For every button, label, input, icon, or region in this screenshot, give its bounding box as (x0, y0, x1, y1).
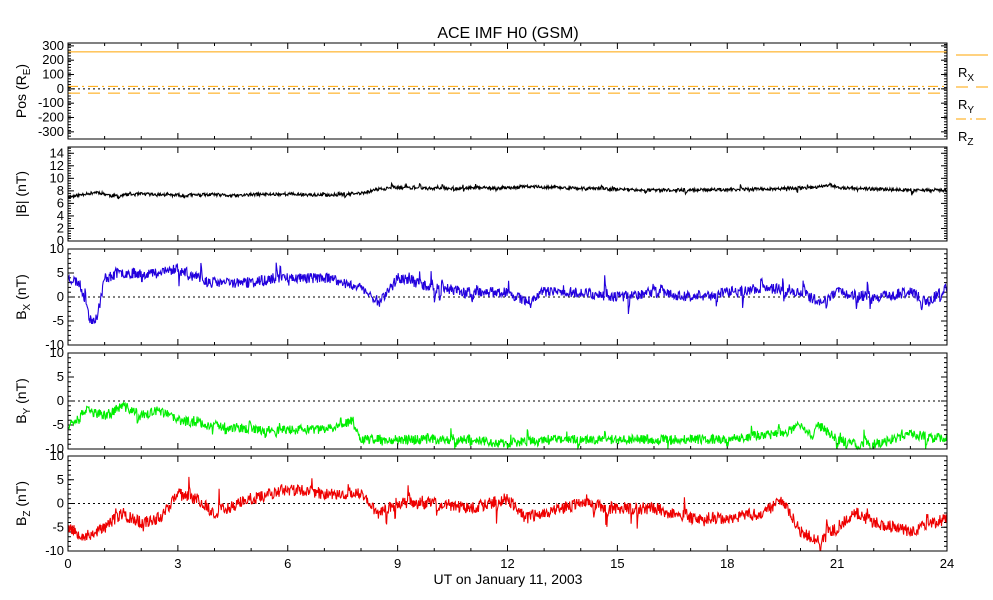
y-axis-label-main: B (13, 310, 29, 319)
panel-frame (67, 352, 948, 450)
y-tick-label: 10 (50, 241, 64, 256)
y-tick-label: 5 (57, 472, 64, 487)
y-axis-label-tail: (nT) (13, 274, 29, 304)
panel-frame (67, 455, 948, 552)
legend-label: RX (958, 65, 974, 84)
legend-label-main: R (958, 129, 967, 144)
y-axis-label-sub: Z (22, 511, 33, 517)
legend-label-main: R (958, 97, 967, 112)
y-axis-label: Pos (RE) (13, 64, 33, 118)
x-tick-label: 3 (174, 556, 181, 571)
y-tick-label: -300 (38, 124, 64, 139)
y-axis-label-sub: X (22, 303, 33, 310)
y-tick-label: 6 (57, 195, 64, 210)
y-axis-label-tail: (nT) (13, 481, 29, 511)
y-tick-label: 2 (57, 220, 64, 235)
y-tick-label: -10 (45, 441, 64, 456)
y-axis-label-main: Pos (R (13, 75, 29, 118)
series-line (67, 400, 948, 451)
y-tick-label: 0 (57, 496, 64, 511)
y-axis-label-sub: E (22, 68, 33, 75)
y-axis-label: BZ (nT) (13, 481, 33, 526)
y-tick-label: 300 (42, 38, 64, 53)
chart-title: ACE IMF H0 (GSM) (437, 25, 578, 42)
y-tick-label: 12 (50, 158, 64, 173)
y-tick-label: 100 (42, 67, 64, 82)
legend-label-sub: Y (967, 105, 974, 116)
y-tick-label: 0 (57, 81, 64, 96)
y-tick-label: 10 (50, 345, 64, 360)
y-axis-label-main: B (13, 517, 29, 526)
legend-label-sub: Z (967, 137, 973, 148)
x-tick-label: 21 (830, 556, 844, 571)
legend-label-main: R (958, 65, 967, 80)
y-tick-label: 5 (57, 369, 64, 384)
y-tick-label: 200 (42, 52, 64, 67)
y-tick-label: -200 (38, 110, 64, 125)
series-line (67, 476, 948, 552)
x-tick-label: 6 (284, 556, 291, 571)
y-tick-label: -5 (52, 313, 64, 328)
y-tick-label: 0 (57, 393, 64, 408)
series-line (67, 262, 948, 325)
y-axis-label: BX (nT) (13, 274, 33, 320)
y-tick-label: 10 (50, 448, 64, 463)
y-tick-label: -100 (38, 95, 64, 110)
y-tick-label: 0 (57, 289, 64, 304)
y-tick-label: 5 (57, 265, 64, 280)
x-tick-labels: 0 3 6 9 12 15 18 21 24 (64, 556, 954, 571)
series-line (67, 181, 948, 200)
y-tick-label: 4 (57, 208, 64, 223)
x-tick-label: 18 (720, 556, 734, 571)
y-tick-label: -10 (45, 337, 64, 352)
y-axis-label-main: B (13, 414, 29, 423)
panel-5: 10 5 0 -5 -10 BZ (nT) (13, 448, 948, 558)
y-tick-label: 10 (50, 170, 64, 185)
y-axis-label-main: |B| (nT) (13, 171, 29, 217)
x-tick-label: 24 (940, 556, 954, 571)
panel-3: 10 5 0 -5 -10 BX (nT) (13, 241, 948, 352)
y-tick-label: 0 (57, 233, 64, 248)
panel-frame (67, 146, 948, 242)
panel-frame (67, 42, 948, 140)
y-tick-label: 14 (50, 145, 64, 160)
x-tick-label: 9 (394, 556, 401, 571)
y-axis-label: |B| (nT) (13, 171, 29, 217)
panel-4: 10 5 0 -5 -10 BY (nT) (13, 345, 948, 456)
legend-label: RZ (958, 129, 974, 148)
y-tick-label: 8 (57, 183, 64, 198)
y-axis-label-tail: ) (13, 64, 29, 69)
legend-label-sub: X (967, 73, 974, 84)
y-axis-label: BY (nT) (13, 378, 33, 424)
y-tick-label: -5 (52, 417, 64, 432)
x-tick-label: 0 (64, 556, 71, 571)
y-tick-label: -5 (52, 519, 64, 534)
legend-label: RY (958, 97, 974, 116)
x-tick-label: 15 (610, 556, 624, 571)
panel-frame (67, 248, 948, 346)
x-axis-label: UT on January 11, 2003 (434, 571, 583, 587)
y-axis-label-tail: (nT) (13, 378, 29, 408)
y-axis-label-sub: Y (22, 407, 33, 414)
x-tick-label: 12 (500, 556, 514, 571)
y-tick-label: -10 (45, 543, 64, 558)
